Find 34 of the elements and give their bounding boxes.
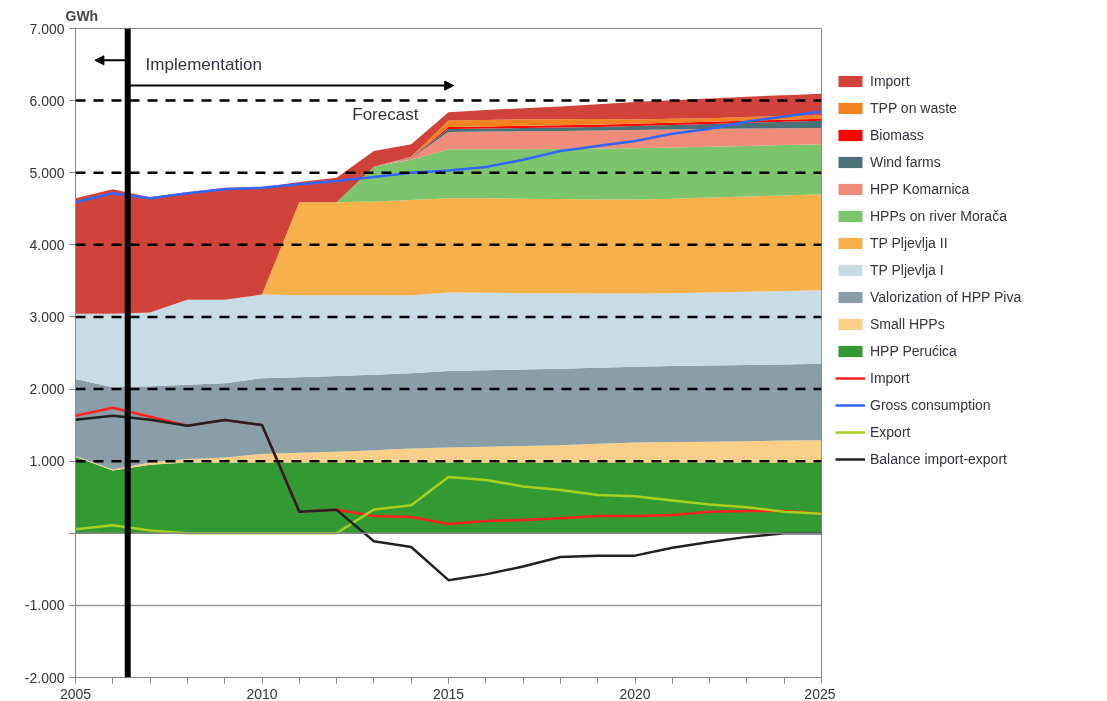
legend-label: Wind farms (870, 154, 941, 170)
x-tick-label: 2010 (246, 685, 278, 701)
y-tick-label: 1.000 (29, 453, 65, 470)
x-tick-label: 2025 (804, 685, 836, 701)
x-tick-label: 2005 (59, 685, 92, 701)
legend-label: Export (870, 424, 911, 440)
x-tick-label: 2020 (619, 685, 651, 701)
annotation: Forecast (352, 104, 419, 124)
y-tick-label: -1.000 (24, 597, 65, 614)
y-tick-label: -2.000 (24, 669, 65, 686)
legend-label: TPP on waste (870, 100, 957, 116)
y-tick-label: 2.000 (29, 381, 65, 398)
legend-label: Small HPPs (870, 316, 945, 332)
x-tick-label: 2015 (432, 685, 465, 701)
legend-label: Import (870, 370, 910, 386)
y-tick-label: 7.000 (29, 20, 65, 37)
annotation: Implementation (145, 54, 262, 74)
legend-label: Import (870, 73, 910, 89)
y-tick-label: 5.000 (29, 164, 65, 181)
y-axis-title: GWh (65, 7, 99, 24)
legend-label: HPP Komarnica (870, 181, 970, 197)
legend-label: Valorization of HPP Piva (870, 289, 1022, 305)
y-tick-label: 3.000 (29, 308, 65, 325)
legend-label: Biomass (870, 127, 924, 143)
legend-label: Gross consumption (870, 397, 991, 413)
legend-label: TP Pljevlja II (870, 235, 948, 251)
y-tick-label: 6.000 (29, 92, 65, 109)
legend-label: HPP Perućica (870, 343, 957, 359)
legend-label: Balance import-export (870, 451, 1007, 467)
legend-label: TP Pljevlja I (870, 262, 944, 278)
y-tick-label: 4.000 (29, 236, 65, 253)
line-series (75, 110, 822, 204)
line-series (75, 414, 822, 582)
legend-label: HPPs on river Morača (870, 208, 1007, 224)
